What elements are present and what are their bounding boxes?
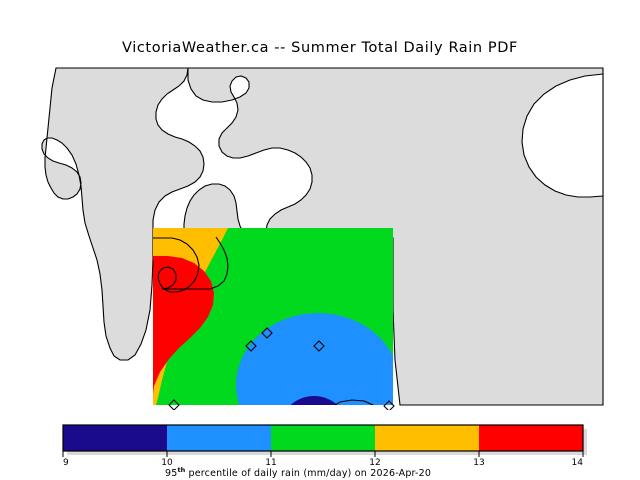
- peninsula-outline: [153, 236, 229, 293]
- colorbar-caption: 95th percentile of daily rain (mm/day) o…: [165, 466, 431, 479]
- colorbar-band-11-12[interactable]: [271, 425, 375, 451]
- colorbar-tick-label: 9: [63, 458, 69, 468]
- station-marker[interactable]: [383, 400, 395, 410]
- contour-field: [153, 228, 393, 405]
- station-markers: [168, 327, 395, 410]
- station-marker[interactable]: [313, 340, 325, 352]
- colorbar-tick-labels: 9 10 11 12 13 14: [63, 458, 583, 468]
- figure-title: VictoriaWeather.ca -- Summer Total Daily…: [122, 40, 518, 56]
- colorbar-svg: 9 10 11 12 13 14 95th percentile of dail…: [62, 424, 587, 479]
- colorbar-panel: 9 10 11 12 13 14 95th percentile of dail…: [0, 418, 640, 480]
- east-coast-notch: [521, 73, 604, 198]
- station-marker[interactable]: [245, 340, 257, 352]
- station-marker[interactable]: [168, 399, 180, 410]
- colorbar-tick-label: 10: [161, 458, 173, 468]
- colorbar-tick-label: 13: [473, 458, 484, 468]
- colorbar-band-13-14[interactable]: [479, 425, 583, 451]
- colorbar-band-9-10[interactable]: [63, 425, 167, 451]
- colorbar-tick-label: 11: [265, 458, 276, 468]
- colorbar-band-12-13[interactable]: [375, 425, 479, 451]
- station-marker[interactable]: [261, 327, 273, 339]
- caption-superscript: th: [178, 466, 186, 474]
- colorbar-tick-label: 12: [369, 458, 380, 468]
- contour-band-9-10: [290, 396, 338, 405]
- svg-text:95th percentile of daily rain: 95th percentile of daily rain (mm/day) o…: [165, 466, 431, 479]
- caption-suffix: percentile of daily rain (mm/day) on 202…: [185, 468, 431, 479]
- colorbar-band-10-11[interactable]: [167, 425, 271, 451]
- map-svg: [0, 60, 640, 410]
- caption-prefix: 95: [165, 468, 178, 479]
- contour-band-10-11: [236, 313, 393, 405]
- colorbar-bands: [63, 425, 583, 451]
- map-panel: [0, 60, 640, 410]
- colorbar-ticks: [62, 451, 584, 457]
- colorbar-frame: [62, 424, 584, 452]
- coastline-overlay: [153, 236, 374, 405]
- contour-band-13-14: [153, 256, 214, 394]
- colorbar-tick-label: 14: [572, 458, 584, 468]
